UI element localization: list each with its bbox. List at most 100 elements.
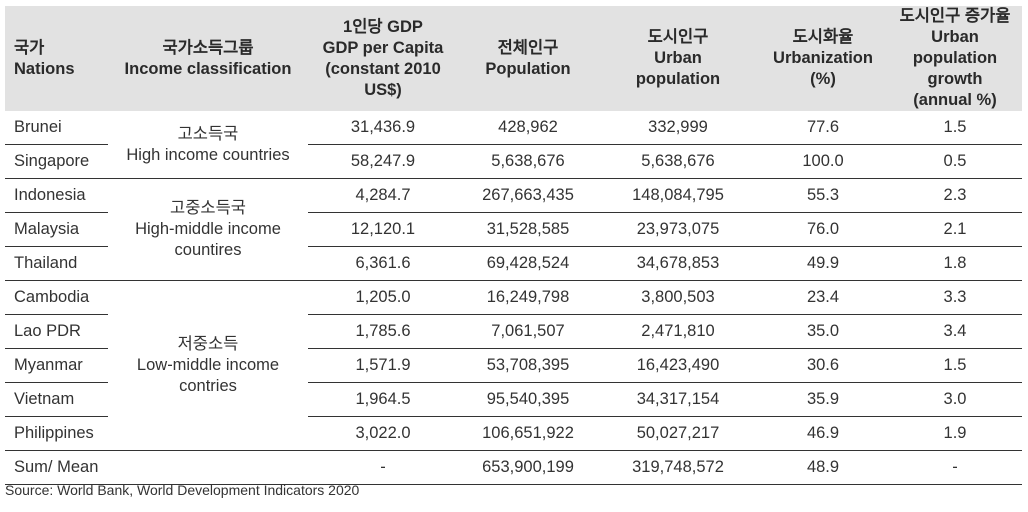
group-en: High income countries <box>126 145 290 164</box>
income-group-cell: 고중소득국 High-middle income countires <box>108 178 308 281</box>
header-line: Urban population <box>912 28 998 67</box>
population-cell: 69,428,524 <box>458 246 598 281</box>
income-group-cell: 고소득국 High income countries <box>108 111 308 179</box>
gdp-cell: 4,284.7 <box>308 178 458 213</box>
header-line: Income classification <box>124 59 292 78</box>
header-row: 국가 Nations 국가소득그룹 Income classification 1인당 … <box>5 6 1022 111</box>
header-line: 전체인구 <box>497 38 559 57</box>
nation-cell: Thailand <box>5 246 108 281</box>
nation-cell: Singapore <box>5 144 108 179</box>
gdp-cell: 1,205.0 <box>308 280 458 315</box>
urbanization-cell: 46.9 <box>758 416 888 451</box>
nation-cell: Philippines <box>5 416 108 451</box>
header-line: (%) <box>810 70 836 88</box>
table-row: Lao PDR 1,785.6 7,061,507 2,471,810 35.0 3.4 <box>5 314 1022 349</box>
header-gdp: 1인당 GDP GDP per Capita (constant 2010 US$) <box>308 6 458 111</box>
growth-cell: 1.5 <box>888 348 1022 383</box>
urbanization-cell: 49.9 <box>758 246 888 281</box>
population-cell: 95,540,395 <box>458 382 598 417</box>
urban-cell: 3,800,503 <box>598 280 758 315</box>
group-ko: 고소득국 <box>177 124 239 143</box>
growth-cell: 2.3 <box>888 178 1022 213</box>
growth-cell: 0.5 <box>888 144 1022 179</box>
empty-cell <box>108 450 308 485</box>
urban-cell: 34,678,853 <box>598 246 758 281</box>
population-cell: 267,663,435 <box>458 178 598 213</box>
urban-cell: 50,027,217 <box>598 416 758 451</box>
header-line: 도시화율 <box>792 28 854 46</box>
header-line: population <box>635 70 721 88</box>
gdp-cell: 31,436.9 <box>308 111 458 145</box>
population-cell: 53,708,395 <box>458 348 598 383</box>
urban-sum: 319,748,572 <box>598 450 758 485</box>
group-en: High-middle income <box>135 220 281 238</box>
header-urbanization: 도시화율 Urbanization (%) <box>758 6 888 111</box>
header-line: 국가소득그룹 <box>162 38 254 57</box>
header-nation: 국가 Nations <box>5 6 108 111</box>
income-group-cell: 저중소득 Low-middle income contries <box>108 280 308 451</box>
population-cell: 106,651,922 <box>458 416 598 451</box>
gdp-cell: 3,022.0 <box>308 416 458 451</box>
header-line: growth <box>927 70 983 88</box>
growth-cell: 3.0 <box>888 382 1022 417</box>
group-ko: 저중소득 <box>177 335 239 353</box>
gdp-cell: 58,247.9 <box>308 144 458 179</box>
urbanization-cell: 30.6 <box>758 348 888 383</box>
nation-cell: Cambodia <box>5 280 108 315</box>
group-en: contries <box>179 377 237 395</box>
header-line: 1인당 GDP <box>343 17 423 36</box>
gdp-cell: 1,571.9 <box>308 348 458 383</box>
nation-cell: Myanmar <box>5 348 108 383</box>
nation-cell: Vietnam <box>5 382 108 417</box>
header-line: Urban <box>654 49 702 67</box>
header-line: 국가 <box>14 38 45 57</box>
header-line: (constant 2010 <box>325 59 441 78</box>
sum-label: Sum/ Mean <box>5 450 108 485</box>
group-en: countires <box>174 241 242 259</box>
source-note: Source: World Bank, World Development In… <box>5 482 360 498</box>
growth-cell: 1.9 <box>888 416 1022 451</box>
nation-cell: Brunei <box>5 111 108 145</box>
gdp-cell: 1,964.5 <box>308 382 458 417</box>
header-line: Nations <box>14 59 75 78</box>
table-row: Malaysia 12,120.1 31,528,585 23,973,075 76.0… <box>5 212 1022 247</box>
table-row: Indonesia 고중소득국 High-middle income countire… <box>5 178 1022 281</box>
urbanization-table: 국가 Nations 국가소득그룹 Income classification 1인당 … <box>5 6 1022 485</box>
urban-cell: 5,638,676 <box>598 144 758 179</box>
header-line: Population <box>485 59 571 78</box>
urbanization-cell: 55.3 <box>758 178 888 213</box>
header-urban: 도시인구 Urban population <box>598 6 758 111</box>
table-row: Thailand 6,361.6 69,428,524 34,678,853 49.9 1… <box>5 246 1022 281</box>
header-income: 국가소득그룹 Income classification <box>108 6 308 111</box>
header-line: US$) <box>364 80 402 99</box>
table-row: Philippines 3,022.0 106,651,922 50,027,217 4… <box>5 416 1022 451</box>
urban-cell: 16,423,490 <box>598 348 758 383</box>
urbanization-cell: 100.0 <box>758 144 888 179</box>
table-row: Cambodia 저중소득 Low-middle income contries 1,2… <box>5 280 1022 451</box>
population-cell: 16,249,798 <box>458 280 598 315</box>
table-row: Vietnam 1,964.5 95,540,395 34,317,154 35.9 3.… <box>5 382 1022 417</box>
table-row: Myanmar 1,571.9 53,708,395 16,423,490 30.6 1.… <box>5 348 1022 383</box>
urbanization-cell: 76.0 <box>758 212 888 247</box>
nation-cell: Malaysia <box>5 212 108 247</box>
gdp-cell: 1,785.6 <box>308 314 458 349</box>
gdp-cell: 12,120.1 <box>308 212 458 247</box>
header-line: (annual %) <box>913 91 997 109</box>
population-cell: 31,528,585 <box>458 212 598 247</box>
urban-cell: 332,999 <box>598 111 758 145</box>
growth-cell: 2.1 <box>888 212 1022 247</box>
population-sum: 653,900,199 <box>458 450 598 485</box>
nation-cell: Lao PDR <box>5 314 108 349</box>
population-cell: 5,638,676 <box>458 144 598 179</box>
header-line: 도시인구 증가율 <box>899 7 1011 25</box>
population-cell: 7,061,507 <box>458 314 598 349</box>
urban-cell: 34,317,154 <box>598 382 758 417</box>
urbanization-cell: 35.0 <box>758 314 888 349</box>
growth-sum: - <box>888 450 1022 485</box>
sum-row: Sum/ Mean -653,900,199 319,748,572 48.9- <box>5 450 1022 485</box>
table-row: Brunei 고소득국 High income countries 31,436.9 4… <box>5 111 1022 179</box>
gdp-sum: - <box>308 450 458 485</box>
urban-cell: 148,084,795 <box>598 178 758 213</box>
header-line: GDP per Capita <box>322 38 444 57</box>
header-line: Urbanization <box>773 49 873 67</box>
